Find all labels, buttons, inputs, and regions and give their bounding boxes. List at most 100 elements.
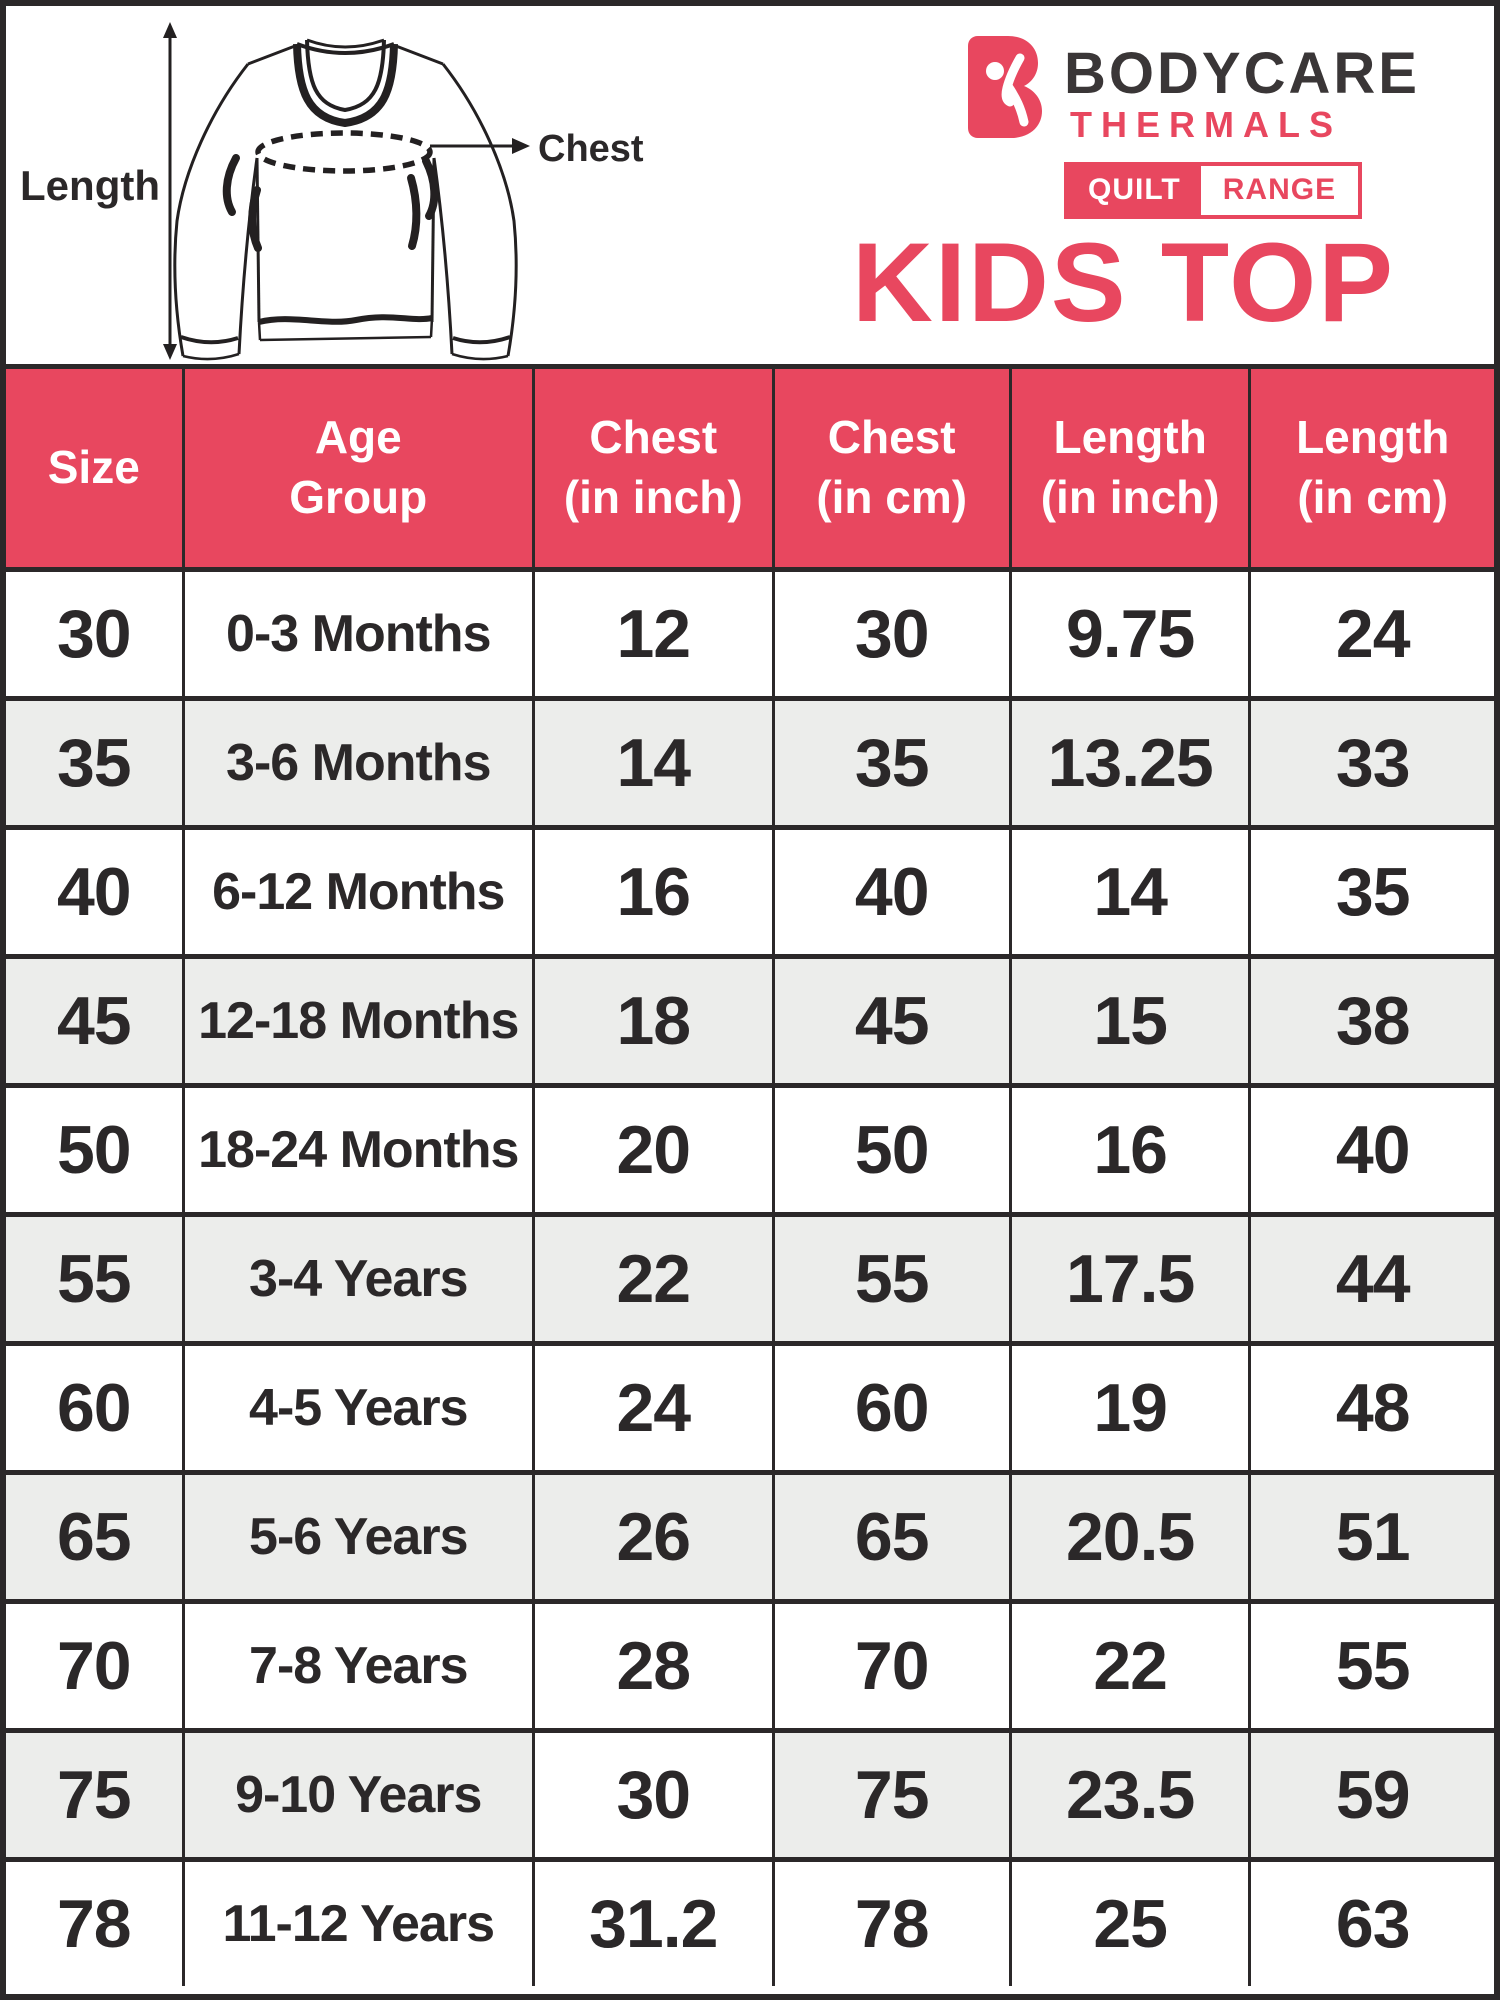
- table-row: 60 4-5 Years 24 60 19 48: [6, 1341, 1494, 1473]
- brand-name: BODYCARE: [1064, 41, 1420, 106]
- cell-length-cm: 44: [1248, 1212, 1494, 1344]
- cell-size: 40: [6, 825, 184, 957]
- cell-chest-cm: 35: [771, 696, 1011, 828]
- cell-length-cm: 59: [1248, 1728, 1494, 1860]
- col-header: Size: [6, 364, 184, 570]
- cell-chest-inch: 22: [531, 1212, 774, 1344]
- cell-length-cm: 35: [1248, 825, 1494, 957]
- table-row: 55 3-4 Years 22 55 17.5 44: [6, 1212, 1494, 1344]
- col-header: Chest (in inch): [531, 364, 774, 570]
- cell-chest-cm: 65: [771, 1470, 1011, 1602]
- cell-length-inch: 19: [1008, 1341, 1250, 1473]
- cell-chest-cm: 70: [771, 1599, 1011, 1731]
- cell-size: 70: [6, 1599, 184, 1731]
- brand-block: BODYCARE THERMALS QUILT RANGE KIDS TOP: [6, 6, 1494, 364]
- cell-age-group: 11-12 Years: [181, 1857, 534, 1986]
- cell-length-inch: 9.75: [1008, 567, 1250, 699]
- cell-length-cm: 38: [1248, 954, 1494, 1086]
- cell-chest-inch: 28: [531, 1599, 774, 1731]
- cell-length-cm: 24: [1248, 567, 1494, 699]
- cell-length-inch: 25: [1008, 1857, 1250, 1986]
- cell-chest-inch: 14: [531, 696, 774, 828]
- cell-length-cm: 55: [1248, 1599, 1494, 1731]
- table-row: 35 3-6 Months 14 35 13.25 33: [6, 696, 1494, 828]
- cell-chest-cm: 55: [771, 1212, 1011, 1344]
- cell-chest-inch: 12: [531, 567, 774, 699]
- cell-chest-inch: 30: [531, 1728, 774, 1860]
- cell-length-inch: 20.5: [1008, 1470, 1250, 1602]
- cell-chest-cm: 40: [771, 825, 1011, 957]
- chest-arrow-icon: [430, 138, 530, 154]
- cell-age-group: 4-5 Years: [181, 1341, 534, 1473]
- shirt-measurement-diagram: [163, 22, 530, 361]
- col-header: Length (in inch): [1008, 364, 1250, 570]
- col-header: Chest (in cm): [771, 364, 1011, 570]
- cell-length-inch: 15: [1008, 954, 1250, 1086]
- cell-age-group: 3-4 Years: [181, 1212, 534, 1344]
- header-row: Size Age Group Chest (in inch) Chest (in cm) Le…: [6, 364, 1494, 570]
- cell-chest-inch: 24: [531, 1341, 774, 1473]
- cell-chest-cm: 50: [771, 1083, 1011, 1215]
- cell-chest-inch: 26: [531, 1470, 774, 1602]
- cell-age-group: 7-8 Years: [181, 1599, 534, 1731]
- badge-range: RANGE: [1200, 166, 1359, 215]
- quilt-range-badge: QUILT RANGE: [1064, 162, 1363, 219]
- cell-chest-cm: 78: [771, 1857, 1011, 1986]
- cell-size: 55: [6, 1212, 184, 1344]
- table-row: 50 18-24 Months 20 50 16 40: [6, 1083, 1494, 1215]
- chest-measure-ellipse: [255, 130, 433, 174]
- cell-chest-inch: 18: [531, 954, 774, 1086]
- cell-length-cm: 63: [1248, 1857, 1494, 1986]
- cell-size: 75: [6, 1728, 184, 1860]
- cell-size: 78: [6, 1857, 184, 1986]
- table-row: 65 5-6 Years 26 65 20.5 51: [6, 1470, 1494, 1602]
- chest-label: Chest: [538, 128, 644, 170]
- cell-age-group: 9-10 Years: [181, 1728, 534, 1860]
- cell-length-inch: 13.25: [1008, 696, 1250, 828]
- length-arrow-icon: [163, 22, 177, 360]
- cell-length-inch: 17.5: [1008, 1212, 1250, 1344]
- badge-quilt: QUILT: [1068, 166, 1201, 215]
- cell-chest-cm: 30: [771, 567, 1011, 699]
- table-row: 75 9-10 Years 30 75 23.5 59: [6, 1728, 1494, 1860]
- cell-chest-inch: 16: [531, 825, 774, 957]
- size-chart-table: Size Age Group Chest (in inch) Chest (in cm) Le…: [6, 364, 1494, 1986]
- cell-chest-cm: 45: [771, 954, 1011, 1086]
- cell-length-cm: 40: [1248, 1083, 1494, 1215]
- cell-length-inch: 23.5: [1008, 1728, 1250, 1860]
- cell-length-inch: 14: [1008, 825, 1250, 957]
- cell-length-cm: 48: [1248, 1341, 1494, 1473]
- cell-chest-cm: 75: [771, 1728, 1011, 1860]
- table-row: 45 12-18 Months 18 45 15 38: [6, 954, 1494, 1086]
- product-title: KIDS TOP: [852, 220, 1395, 345]
- bodycare-b-person-icon: [968, 36, 1042, 138]
- table-row: 70 7-8 Years 28 70 22 55: [6, 1599, 1494, 1731]
- col-header: Age Group: [181, 364, 534, 570]
- cell-size: 35: [6, 696, 184, 828]
- length-label: Length: [20, 162, 160, 209]
- table-row: 30 0-3 Months 12 30 9.75 24: [6, 567, 1494, 699]
- shirt-outline-icon: [173, 38, 518, 361]
- cell-size: 65: [6, 1470, 184, 1602]
- cell-age-group: 3-6 Months: [181, 696, 534, 828]
- cell-chest-inch: 20: [531, 1083, 774, 1215]
- cell-age-group: 6-12 Months: [181, 825, 534, 957]
- cell-size: 60: [6, 1341, 184, 1473]
- top-section: Length Chest BODYCARE THERMALS QUILT RAN…: [6, 6, 1494, 364]
- cell-age-group: 18-24 Months: [181, 1083, 534, 1215]
- cell-length-cm: 33: [1248, 696, 1494, 828]
- table-row: 40 6-12 Months 16 40 14 35: [6, 825, 1494, 957]
- cell-length-cm: 51: [1248, 1470, 1494, 1602]
- cell-length-inch: 22: [1008, 1599, 1250, 1731]
- cell-chest-inch: 31.2: [531, 1857, 774, 1986]
- table-row: 78 11-12 Years 31.2 78 25 63: [6, 1857, 1494, 1986]
- cell-chest-cm: 60: [771, 1341, 1011, 1473]
- cell-length-inch: 16: [1008, 1083, 1250, 1215]
- cell-size: 50: [6, 1083, 184, 1215]
- cell-age-group: 12-18 Months: [181, 954, 534, 1086]
- brand-subtitle: THERMALS: [1070, 104, 1342, 145]
- cell-size: 30: [6, 567, 184, 699]
- cell-age-group: 5-6 Years: [181, 1470, 534, 1602]
- cell-size: 45: [6, 954, 184, 1086]
